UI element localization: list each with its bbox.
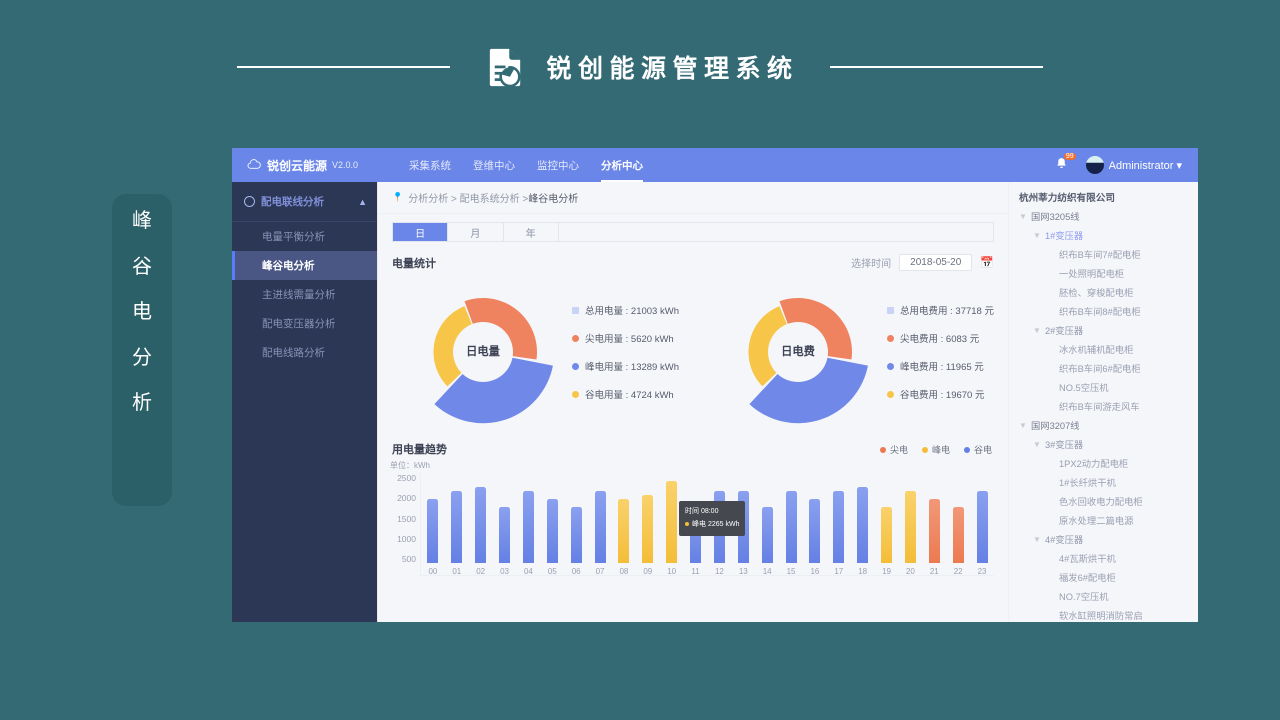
svg-text:日电费: 日电费 xyxy=(781,344,815,358)
svg-text:日电量: 日电量 xyxy=(466,344,500,358)
